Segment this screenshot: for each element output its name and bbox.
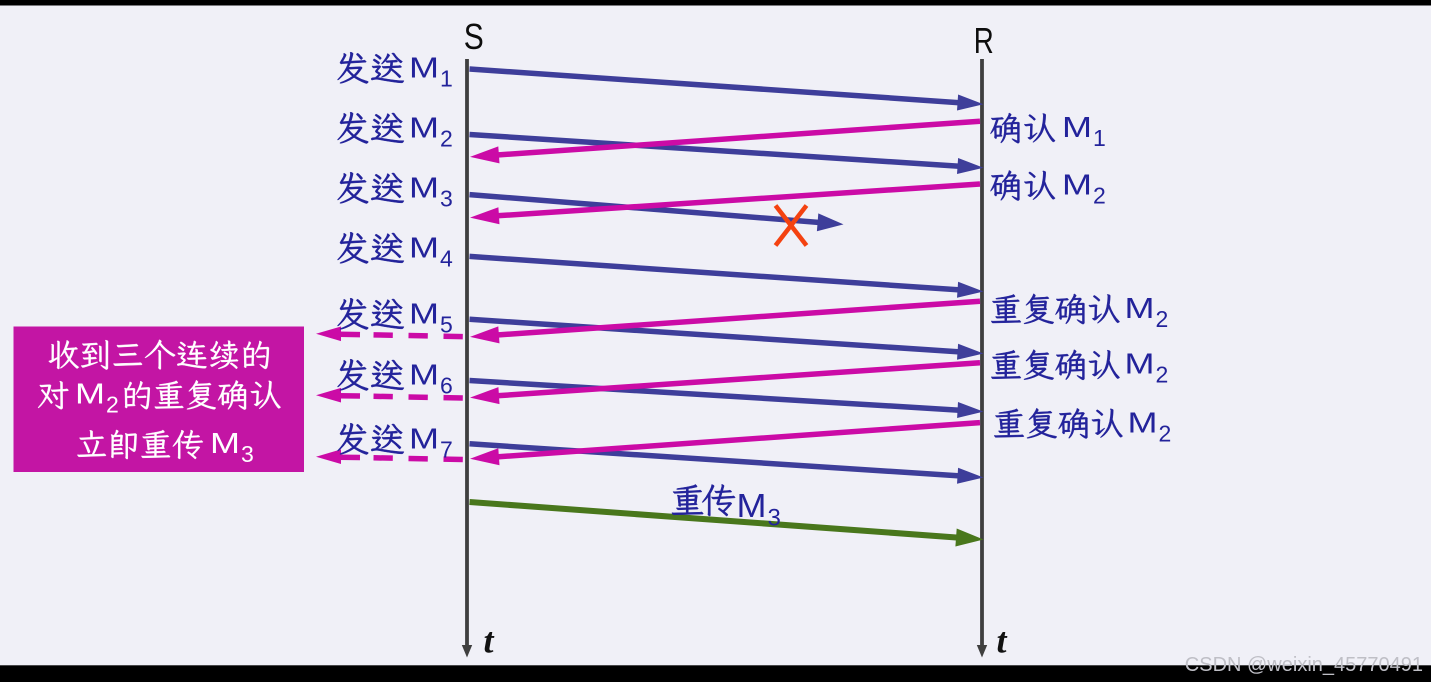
svg-text:M: M [409,53,439,85]
svg-text:2: 2 [1156,362,1169,388]
svg-text:M: M [409,299,439,331]
svg-text:M: M [1125,293,1155,325]
svg-text:M: M [1062,169,1092,201]
svg-text:M: M [1125,349,1155,381]
svg-text:M: M [409,233,439,265]
svg-text:t: t [484,620,495,660]
svg-text:M: M [1062,112,1092,144]
svg-text:2: 2 [106,392,119,418]
svg-text:2: 2 [1093,182,1106,208]
svg-text:1: 1 [1093,125,1106,151]
svg-text:t: t [997,620,1008,660]
svg-text:2: 2 [440,126,453,152]
svg-text:6: 6 [440,373,453,399]
svg-text:3: 3 [768,505,781,532]
svg-text:5: 5 [440,312,453,338]
svg-text:3: 3 [241,441,254,467]
svg-text:1: 1 [440,66,453,92]
svg-text:M: M [409,360,439,392]
svg-text:S: S [464,16,484,57]
svg-text:7: 7 [440,437,453,463]
svg-text:M: M [409,424,439,456]
svg-text:M: M [75,379,105,411]
svg-text:CSDN @weixin_45770491: CSDN @weixin_45770491 [1185,654,1423,676]
svg-text:M: M [1128,407,1158,439]
svg-text:3: 3 [440,186,453,212]
svg-text:R: R [974,20,994,61]
svg-text:M: M [210,428,240,460]
svg-text:M: M [409,113,439,145]
svg-text:M: M [409,173,439,205]
svg-text:4: 4 [440,246,453,272]
svg-text:2: 2 [1159,420,1172,446]
svg-text:2: 2 [1156,306,1169,332]
svg-text:M: M [737,487,767,524]
